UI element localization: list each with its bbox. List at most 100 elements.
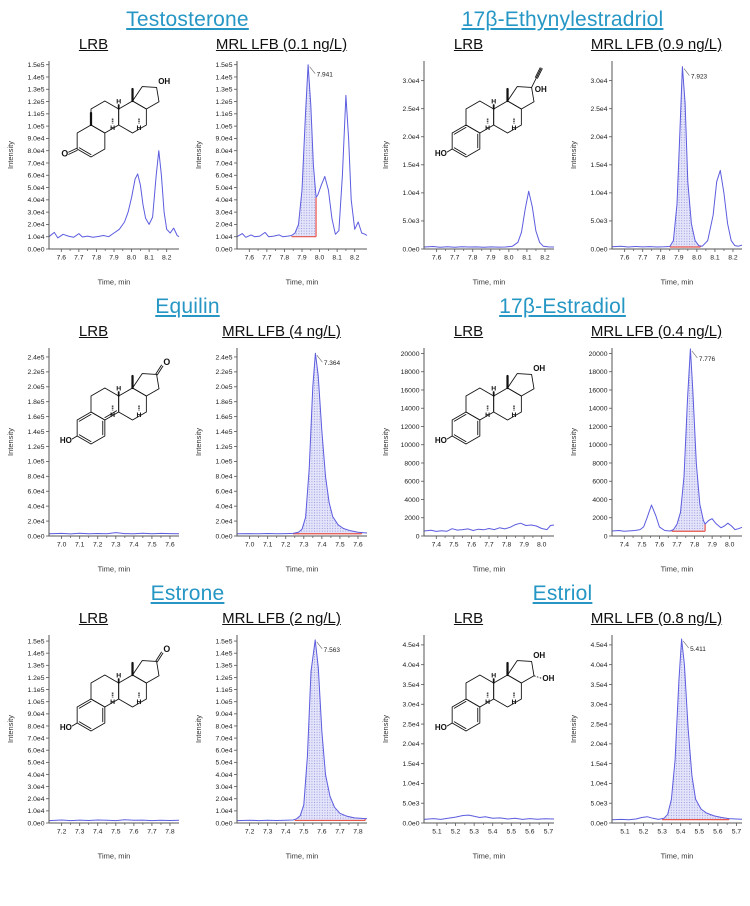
panel-lrb: LRB 0 2000 4000 6000 8000 10000 12000 14000 16000…	[376, 321, 562, 574]
molecule-bond	[71, 722, 78, 727]
y-tick-label: 1.2e5	[215, 444, 232, 451]
x-tick-label: 7.0	[56, 542, 66, 549]
compound-title: Equilin	[155, 295, 220, 318]
peak-leader	[682, 640, 689, 649]
x-tick-label: 7.8	[91, 255, 101, 262]
molecule-label: OH	[542, 674, 554, 683]
y-tick-label: 10000	[588, 442, 607, 449]
y-tick-label: 16000	[400, 387, 419, 394]
x-tick-label: 7.8	[353, 829, 363, 836]
y-tick-label: 2.0e4	[215, 518, 232, 525]
y-tick-label: 3.0e4	[402, 78, 419, 85]
x-tick-label: 7.7	[449, 255, 459, 262]
molecule-label: O	[163, 644, 170, 654]
x-tick-label: 7.5	[299, 829, 309, 836]
chromatogram: 0.0e0 1.0e4 2.0e4 3.0e4 4.0e4 5.0e4 6.0e4 7.0e4…	[194, 635, 367, 861]
compound-section: Testosterone LRB 0.0e0 1.0e4 2.0e4 3.0e4 4.0e4…	[0, 8, 375, 287]
x-tick-label: 7.9	[486, 255, 496, 262]
y-tick-label: 12000	[588, 424, 607, 431]
molecule-structure: O OH H H H	[61, 77, 170, 158]
y-tick-label: 4000	[404, 497, 419, 504]
panel-mrl-lfb: MRL LFB (0.8 ng/L) 0.0e0 5.0e3 1.0e4 1.5e4 2.…	[564, 608, 750, 861]
x-tick-label: 7.6	[619, 255, 629, 262]
y-tick-label: 4.0e4	[215, 503, 232, 510]
trace-line	[611, 348, 742, 532]
y-tick-label: 1.4e5	[215, 74, 232, 81]
y-tick-label: 1.4e5	[215, 429, 232, 436]
y-tick-label: 3.5e4	[402, 682, 419, 689]
peak-label: 7.941	[316, 72, 333, 79]
x-axis-title: Time, min	[97, 565, 130, 574]
chromatogram: 0.0e0 2.0e4 4.0e4 6.0e4 8.0e4 1.0e5 1.2e5 1.4e5…	[194, 348, 367, 574]
x-tick-label: 8.2	[728, 255, 738, 262]
y-tick-label: 1.0e4	[590, 781, 607, 788]
molecule-bond	[67, 147, 78, 153]
y-tick-label: 1.3e5	[27, 663, 44, 670]
molecule-label: H	[491, 385, 496, 392]
x-tick-label: 7.5	[335, 542, 345, 549]
x-tick-label: 5.1	[620, 829, 630, 836]
trace-line	[48, 150, 179, 239]
y-axis-title: Intensity	[569, 428, 578, 456]
panel-lrb: LRB 0.0e0 1.0e4 2.0e4 3.0e4 4.0e4 5.0e4 6.0e4 7.…	[1, 608, 187, 861]
y-tick-label: 3.5e4	[590, 682, 607, 689]
y-tick-label: 6.0e4	[215, 489, 232, 496]
molecule-bond	[78, 700, 91, 709]
molecule-bond	[534, 67, 541, 78]
molecule-bond	[78, 721, 91, 730]
x-tick-label: 5.5	[506, 829, 516, 836]
molecule-bond	[71, 435, 78, 440]
x-axis-title: Time, min	[285, 565, 318, 574]
chromatogram: 0.0e0 5.0e3 1.0e4 1.5e4 2.0e4 2.5e4 3.0e4 7.6 7.…	[569, 61, 742, 287]
chromatogram: 0.0e0 2.0e4 4.0e4 6.0e4 8.0e4 1.0e5 1.2e5 1.4e5…	[6, 348, 179, 574]
y-tick-label: 0.0e0	[402, 246, 419, 253]
y-tick-label: 7.0e4	[215, 735, 232, 742]
x-tick-label: 8.1	[710, 255, 720, 262]
compound-title: Estriol	[532, 582, 593, 605]
x-tick-label: 7.4	[129, 542, 139, 549]
y-tick-label: 3.0e4	[27, 784, 44, 791]
y-tick-label: 6.0e4	[27, 748, 44, 755]
y-tick-label: 3.0e4	[215, 209, 232, 216]
x-tick-label: 7.6	[353, 542, 363, 549]
y-tick-label: 12000	[400, 424, 419, 431]
y-tick-label: 2000	[404, 515, 419, 522]
peak-leader	[315, 641, 322, 650]
y-tick-label: 1.4e5	[27, 650, 44, 657]
x-tick-label: 7.4	[431, 542, 441, 549]
x-tick-label: 7.7	[637, 255, 647, 262]
x-tick-label: 7.1	[74, 542, 84, 549]
y-tick-label: 2.0e5	[27, 384, 44, 391]
x-tick-label: 7.9	[297, 255, 307, 262]
chromatogram: 0.0e0 1.0e4 2.0e4 3.0e4 4.0e4 5.0e4 6.0e4 7.0e4…	[6, 61, 179, 287]
molecule-label: OH	[158, 77, 170, 86]
y-tick-label: 0.0e0	[215, 246, 232, 253]
shade-area	[671, 348, 705, 532]
compound-section: 17β-Estradiol LRB 0 2000 4000 6000 8000 10000 12…	[375, 295, 750, 574]
y-tick-label: 2.0e4	[590, 134, 607, 141]
molecule-label: HO	[434, 436, 446, 445]
y-tick-label: 1.0e4	[27, 234, 44, 241]
peak-label: 7.776	[698, 356, 715, 363]
panel-row: LRB 0.0e0 1.0e4 2.0e4 3.0e4 4.0e4 5.0e4 6.0e4 7.…	[1, 34, 375, 287]
y-tick-label: 1.0e5	[27, 123, 44, 130]
x-tick-label: 7.2	[244, 829, 254, 836]
x-tick-label: 7.4	[619, 542, 629, 549]
y-tick-label: 1.6e5	[215, 414, 232, 421]
molecule-bond	[453, 700, 466, 709]
x-tick-label: 7.7	[335, 829, 345, 836]
y-tick-label: 1.2e5	[27, 99, 44, 106]
x-axis-title: Time, min	[285, 278, 318, 287]
molecule-ring	[506, 373, 534, 397]
molecule-ring	[117, 387, 147, 421]
y-axis-title: Intensity	[381, 715, 390, 743]
molecule-ring	[131, 86, 159, 110]
y-tick-label: 1.1e5	[215, 111, 232, 118]
y-tick-label: 1.5e5	[27, 62, 44, 69]
y-tick-label: 20000	[400, 351, 419, 358]
y-tick-label: 1.0e4	[402, 781, 419, 788]
peak-label: 7.923	[690, 74, 707, 81]
x-tick-label: 8.2	[540, 255, 550, 262]
molecule-label: HO	[59, 723, 71, 732]
panel-row: LRB 0.0e0 1.0e4 2.0e4 3.0e4 4.0e4 5.0e4 6.0e4 7.…	[1, 608, 375, 861]
